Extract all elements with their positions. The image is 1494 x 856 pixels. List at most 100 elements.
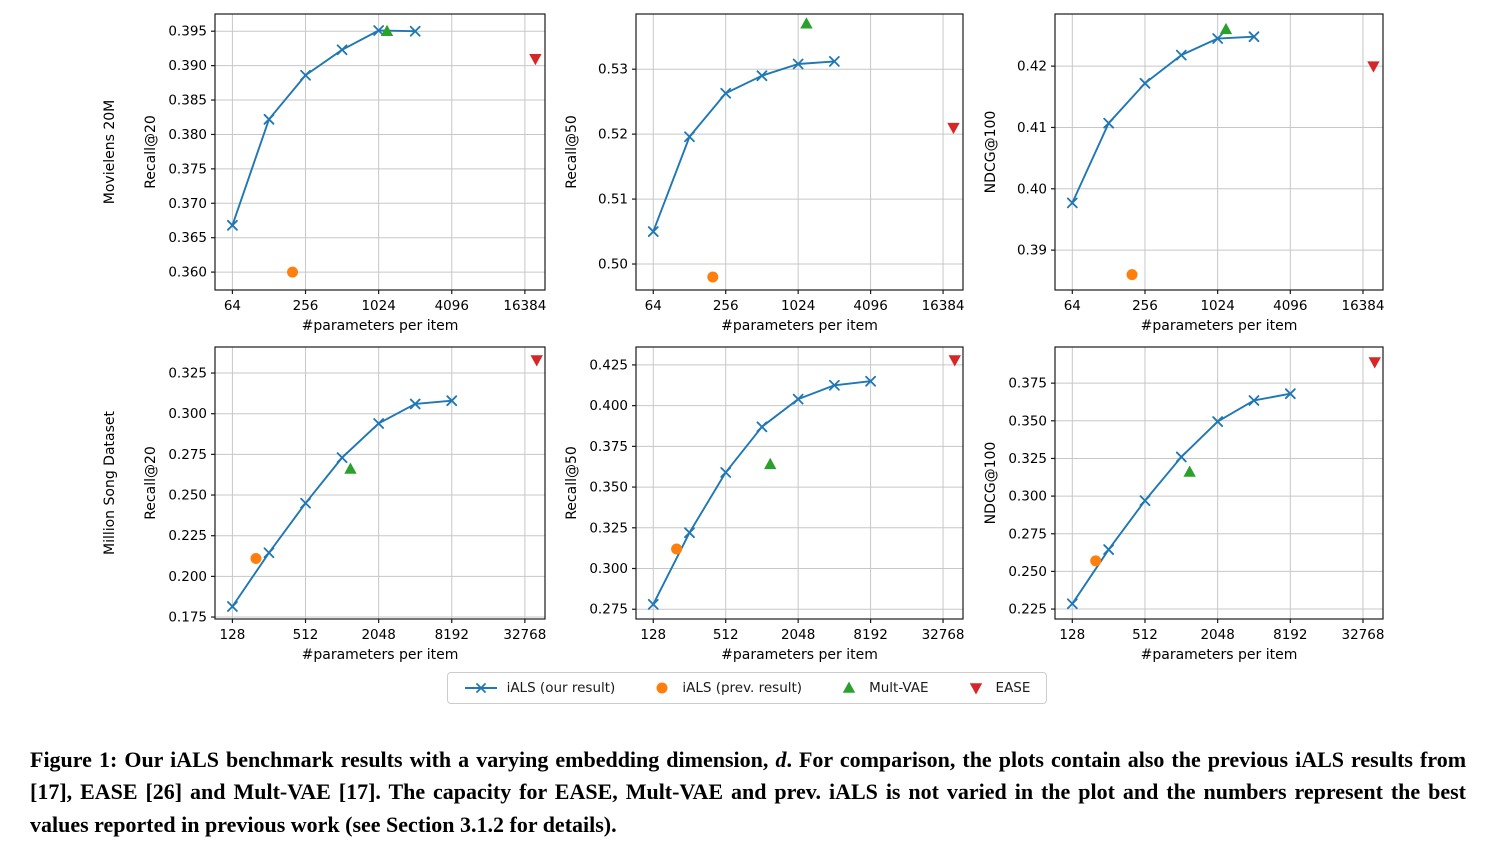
series-ease: [529, 53, 542, 66]
series-multvae: [344, 462, 357, 474]
x-tick-label: 4096: [853, 298, 887, 314]
y-tick-label: 0.370: [168, 196, 207, 212]
y-tick-label: 0.175: [168, 610, 207, 626]
x-tick-label: 16384: [503, 298, 546, 314]
y-tick-label: 0.360: [168, 265, 207, 281]
x-tick-label: 256: [1132, 298, 1158, 314]
legend-item-ials: iALS (our result): [464, 680, 615, 696]
y-tick-label: 0.53: [598, 62, 628, 78]
y-tick-label: 0.375: [168, 161, 207, 177]
subplot-0: 64 256 1024 4096 16384 0.360 0.365 0.370 0.375 0.…: [102, 13, 546, 334]
series-ials_prev: [1126, 269, 1138, 281]
chart-legend: iALS (our result) iALS (prev. result) Mu…: [0, 672, 1494, 704]
series-multvae: [764, 457, 777, 470]
x-tick-label: 16384: [922, 298, 965, 314]
y-tick-label: 0.380: [168, 127, 207, 143]
y-tick-label: 0.225: [1008, 602, 1047, 618]
caption-var-d: d: [775, 747, 787, 772]
series-ials_prev: [250, 552, 262, 564]
subplot-2: 64 256 1024 4096 16384 0.39 0.40 0.41 0.42 #param…: [983, 13, 1384, 334]
axis-ticks: 128 512 2048 8192 32768 0.225 0.250 0.275 0.300 0…: [1008, 376, 1384, 643]
y-tick-label: 0.39: [1017, 243, 1047, 259]
x-tick-label: 1024: [781, 298, 815, 314]
y-tick-label: 0.365: [168, 230, 207, 246]
x-tick-label: 64: [1064, 298, 1081, 314]
x-tick-label: 128: [220, 627, 246, 643]
x-tick-label: 2048: [1200, 627, 1234, 643]
y-tick-label: 0.325: [168, 366, 207, 382]
x-tick-label: 128: [1059, 627, 1085, 643]
x-tick-label: 32768: [503, 627, 546, 643]
subplot-3: 128 512 2048 8192 32768 0.175 0.200 0.225 0.250 0…: [102, 346, 546, 663]
series-ials: [227, 395, 458, 612]
x-tick-label: 2048: [361, 627, 395, 643]
legend-label-ials-prev: iALS (prev. result): [682, 680, 803, 696]
x-tick-label: 512: [713, 627, 739, 643]
legend-item-ease: EASE: [965, 680, 1030, 696]
y-tick-label: 0.350: [1008, 413, 1047, 429]
y-tick-label: 0.225: [168, 528, 207, 544]
series-ials_prev: [287, 266, 299, 278]
x-tick-label: 256: [293, 298, 319, 314]
series-ials: [1066, 388, 1296, 610]
y-axis-label: Recall@50: [564, 446, 580, 520]
x-axis-label: #parameters per item: [721, 318, 878, 334]
x-tick-label: 256: [713, 298, 739, 314]
series-ials: [647, 56, 840, 237]
y-tick-label: 0.50: [598, 257, 628, 273]
y-tick-label: 0.275: [1008, 526, 1047, 542]
x-tick-label: 4096: [435, 298, 469, 314]
y-tick-label: 0.250: [168, 488, 207, 504]
series-ials_prev: [671, 543, 683, 555]
y-tick-label: 0.200: [168, 569, 207, 585]
x-tick-label: 512: [293, 627, 319, 643]
series-ease: [1367, 61, 1380, 73]
y-tick-label: 0.275: [168, 447, 207, 463]
dataset-label: Movielens 20M: [102, 100, 118, 204]
green-triangle-up-icon: [842, 681, 856, 693]
caption-text-after-d: . For comparison, the plots contain also…: [30, 747, 1467, 837]
legend-box: iALS (our result) iALS (prev. result) Mu…: [446, 672, 1048, 704]
subplot-1: 64 256 1024 4096 16384 0.50 0.51 0.52 0.53 #param…: [564, 13, 965, 334]
series-ials: [1066, 31, 1260, 209]
y-tick-label: 0.41: [1017, 120, 1047, 136]
gridlines: [1055, 14, 1383, 290]
y-tick-label: 0.325: [1008, 451, 1047, 467]
dataset-label: Million Song Dataset: [102, 410, 118, 555]
y-tick-label: 0.375: [1008, 376, 1047, 392]
x-tick-label: 32768: [1342, 627, 1385, 643]
x-tick-label: 128: [640, 627, 666, 643]
red-triangle-down-icon: [969, 683, 982, 695]
series-multvae: [800, 17, 813, 29]
series-multvae: [380, 24, 394, 37]
x-tick-label: 64: [645, 298, 662, 314]
y-axis-label: NDCG@100: [983, 442, 999, 525]
y-tick-label: 0.390: [168, 58, 207, 74]
gridlines: [215, 347, 545, 619]
gridlines: [636, 347, 963, 619]
y-tick-label: 0.52: [598, 127, 628, 143]
y-tick-label: 0.300: [1008, 489, 1047, 505]
orange-circle-icon: [656, 682, 668, 694]
x-tick-label: 4096: [1273, 298, 1307, 314]
x-tick-label: 1024: [361, 298, 395, 314]
x-axis-label: #parameters per item: [302, 318, 459, 334]
series-ease: [948, 355, 961, 367]
gridlines: [1055, 347, 1383, 619]
legend-label-multvae: Mult-VAE: [869, 680, 929, 696]
axis-ticks: 64 256 1024 4096 16384 0.50 0.51 0.52 0.53: [598, 62, 965, 314]
y-tick-label: 0.425: [589, 357, 628, 373]
axis-ticks: 128 512 2048 8192 32768 0.275 0.300 0.325 0.350 0…: [589, 357, 964, 643]
x-axis-label: #parameters per item: [1141, 647, 1298, 663]
y-tick-label: 0.300: [589, 561, 628, 577]
plots-canvas: 64 256 1024 4096 16384 0.360 0.365 0.370 0.375 0.…: [102, 13, 1384, 663]
y-tick-label: 0.375: [589, 439, 628, 455]
y-tick-label: 0.51: [598, 192, 628, 208]
y-tick-label: 0.350: [589, 480, 628, 496]
axis-ticks: 128 512 2048 8192 32768 0.175 0.200 0.225 0.250 0…: [168, 366, 546, 643]
series-ials_prev: [707, 271, 719, 283]
y-tick-label: 0.275: [589, 602, 628, 618]
ials-line-x-icon: [464, 683, 497, 693]
subplot-5: 128 512 2048 8192 32768 0.225 0.250 0.275 0.300 0…: [983, 346, 1384, 663]
